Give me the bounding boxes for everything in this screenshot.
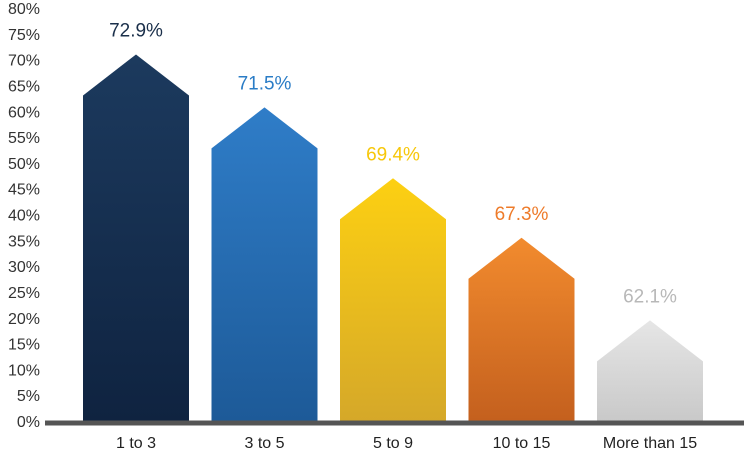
x-tick-label: 5 to 9 (373, 435, 413, 452)
data-labels: 72.9% 71.5% 69.4% 67.3% 62.1% (109, 20, 677, 307)
y-tick-label: 5% (17, 388, 40, 405)
y-tick-label: 55% (8, 130, 40, 147)
x-tick-label: 10 to 15 (493, 435, 551, 452)
y-tick-label: 15% (8, 337, 40, 354)
y-tick-label: 75% (8, 27, 40, 44)
y-tick-label: 40% (8, 208, 40, 225)
y-tick-label: 20% (8, 311, 40, 328)
data-label: 62.1% (623, 286, 677, 307)
y-tick-label: 80% (8, 1, 40, 18)
data-label: 72.9% (109, 20, 163, 41)
y-tick-label: 10% (8, 362, 40, 379)
x-tick-label: 3 to 5 (244, 435, 284, 452)
y-tick-label: 70% (8, 53, 40, 70)
x-tick-label: More than 15 (603, 435, 697, 452)
x-tick-label: 1 to 3 (116, 435, 156, 452)
bars (83, 54, 703, 422)
y-tick-label: 45% (8, 182, 40, 199)
y-tick-label: 30% (8, 259, 40, 276)
bar (597, 320, 703, 421)
data-label: 71.5% (238, 73, 292, 94)
bar (211, 107, 318, 421)
x-axis-ticks: 1 to 3 3 to 5 5 to 9 10 to 15 More than 15 (116, 435, 697, 452)
data-label: 69.4% (366, 144, 420, 165)
y-tick-label: 65% (8, 78, 40, 95)
y-tick-label: 35% (8, 233, 40, 250)
data-label: 67.3% (495, 204, 549, 225)
y-tick-label: 60% (8, 104, 40, 121)
y-tick-label: 25% (8, 285, 40, 302)
y-tick-label: 50% (8, 156, 40, 173)
bar (83, 54, 189, 422)
bar (468, 237, 575, 421)
y-axis-ticks: 0% 5% 10% 15% 20% 25% 30% 35% 40% 45% 50% 55% 60% 65%… (8, 1, 40, 431)
y-tick-label: 0% (17, 414, 40, 431)
bar (340, 178, 446, 421)
